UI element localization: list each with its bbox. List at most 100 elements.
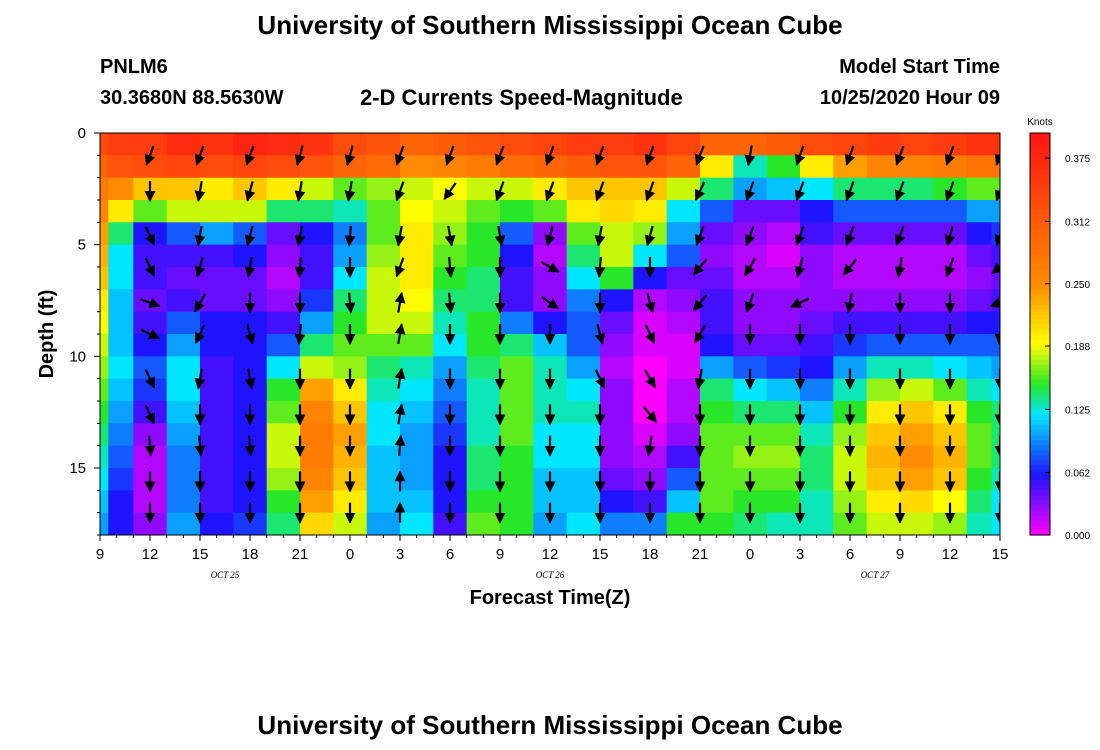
current-vector-arrow [994, 232, 1000, 247]
heat-cell [133, 155, 168, 179]
heat-cell [800, 133, 834, 156]
heat-cell [433, 200, 468, 223]
heat-cell [700, 378, 734, 402]
heat-cell [600, 222, 634, 246]
heat-cell [500, 423, 534, 447]
heat-cell [433, 490, 468, 514]
heat-cell [666, 244, 701, 268]
heat-cell [433, 267, 468, 290]
heat-cell [466, 468, 501, 491]
heat-cell [400, 401, 434, 424]
heat-cell [800, 356, 834, 380]
heat-cell [100, 155, 109, 179]
heat-cell [666, 133, 701, 156]
current-vector-arrow [394, 291, 406, 313]
heat-cell [266, 222, 301, 246]
heat-cell [900, 177, 934, 201]
heat-cell [400, 378, 434, 402]
heat-cell [500, 378, 534, 402]
heat-cell [533, 311, 568, 335]
heat-cell [233, 445, 268, 469]
heat-cell [433, 155, 468, 179]
heat-cell [700, 289, 734, 313]
heat-cell [733, 334, 768, 357]
heat-cell [766, 334, 801, 357]
current-vector-arrow [494, 181, 506, 202]
current-vector-arrow [144, 145, 156, 166]
heat-cell [833, 445, 868, 469]
heat-cell [400, 289, 434, 313]
heat-cell [533, 200, 568, 223]
current-vector-arrow [544, 225, 556, 247]
heat-cell [333, 311, 368, 335]
heat-cell [966, 490, 993, 514]
heat-cell [400, 133, 434, 156]
heat-cell [900, 155, 934, 179]
heat-cell [108, 356, 134, 380]
heat-cell [700, 155, 734, 179]
heat-cell [500, 401, 534, 424]
colorbar-swatch [1030, 364, 1050, 370]
heat-cell [366, 177, 401, 201]
x-tick-label: 12 [142, 546, 159, 563]
heat-cell [600, 155, 634, 179]
heat-cell [108, 200, 134, 223]
x-tick-label: 15 [992, 546, 1009, 563]
colorbar-swatch [1030, 439, 1050, 446]
heat-cell [966, 512, 993, 535]
heat-cell [566, 445, 601, 469]
heat-cell [300, 356, 334, 380]
heat-cell [133, 445, 168, 469]
heat-cell [366, 512, 401, 535]
heat-cell [300, 334, 334, 357]
current-vector-arrow [344, 292, 356, 314]
heat-cell [766, 378, 801, 402]
heat-cell [266, 356, 301, 380]
current-vector-arrow [294, 225, 306, 247]
colorbar-frame [1029, 132, 1051, 536]
heat-cell [566, 222, 601, 246]
current-vector-arrow [594, 324, 606, 345]
current-vector-arrow [544, 181, 556, 202]
heat-cell [566, 401, 601, 424]
footer-title: University of Southern Mississippi Ocean… [257, 710, 843, 740]
current-vector-arrow [894, 145, 906, 166]
current-vector-arrow [394, 323, 406, 345]
heat-cell [991, 512, 1000, 535]
heat-cell [533, 445, 568, 469]
heat-cell [900, 244, 934, 268]
heat-cell [300, 311, 334, 335]
heat-cell [108, 133, 134, 156]
current-vector-arrow [194, 435, 206, 457]
heat-cell [500, 155, 534, 179]
heat-cell [766, 311, 801, 335]
current-vector-arrow [744, 257, 756, 277]
heat-cell [966, 267, 993, 290]
heat-cell [566, 311, 601, 335]
heat-cell [633, 423, 668, 447]
heat-cell [400, 155, 434, 179]
heat-cell [900, 356, 934, 380]
current-vector-arrow [244, 145, 256, 166]
heat-cell [333, 267, 368, 290]
heat-cell [600, 289, 634, 313]
current-vectors [140, 145, 1000, 524]
colorbar-swatch [1030, 369, 1050, 375]
heat-cell [466, 289, 501, 313]
heat-cell [633, 490, 668, 514]
colorbar-swatch [1030, 429, 1050, 436]
heat-cell [800, 177, 834, 201]
current-vector-arrow [594, 225, 606, 247]
current-vector-arrow [994, 323, 1000, 346]
current-vector-arrow [794, 145, 806, 166]
heat-cell [166, 311, 201, 335]
colorbar-tick-label: 0.375 [1065, 154, 1090, 165]
heat-cell [433, 423, 468, 447]
heat-cell [766, 177, 801, 201]
current-vector-arrow [394, 367, 406, 389]
colorbar-swatch [1030, 263, 1050, 270]
heat-cell [200, 267, 234, 290]
heat-cell [900, 445, 934, 469]
colorbar-swatch [1030, 389, 1050, 395]
